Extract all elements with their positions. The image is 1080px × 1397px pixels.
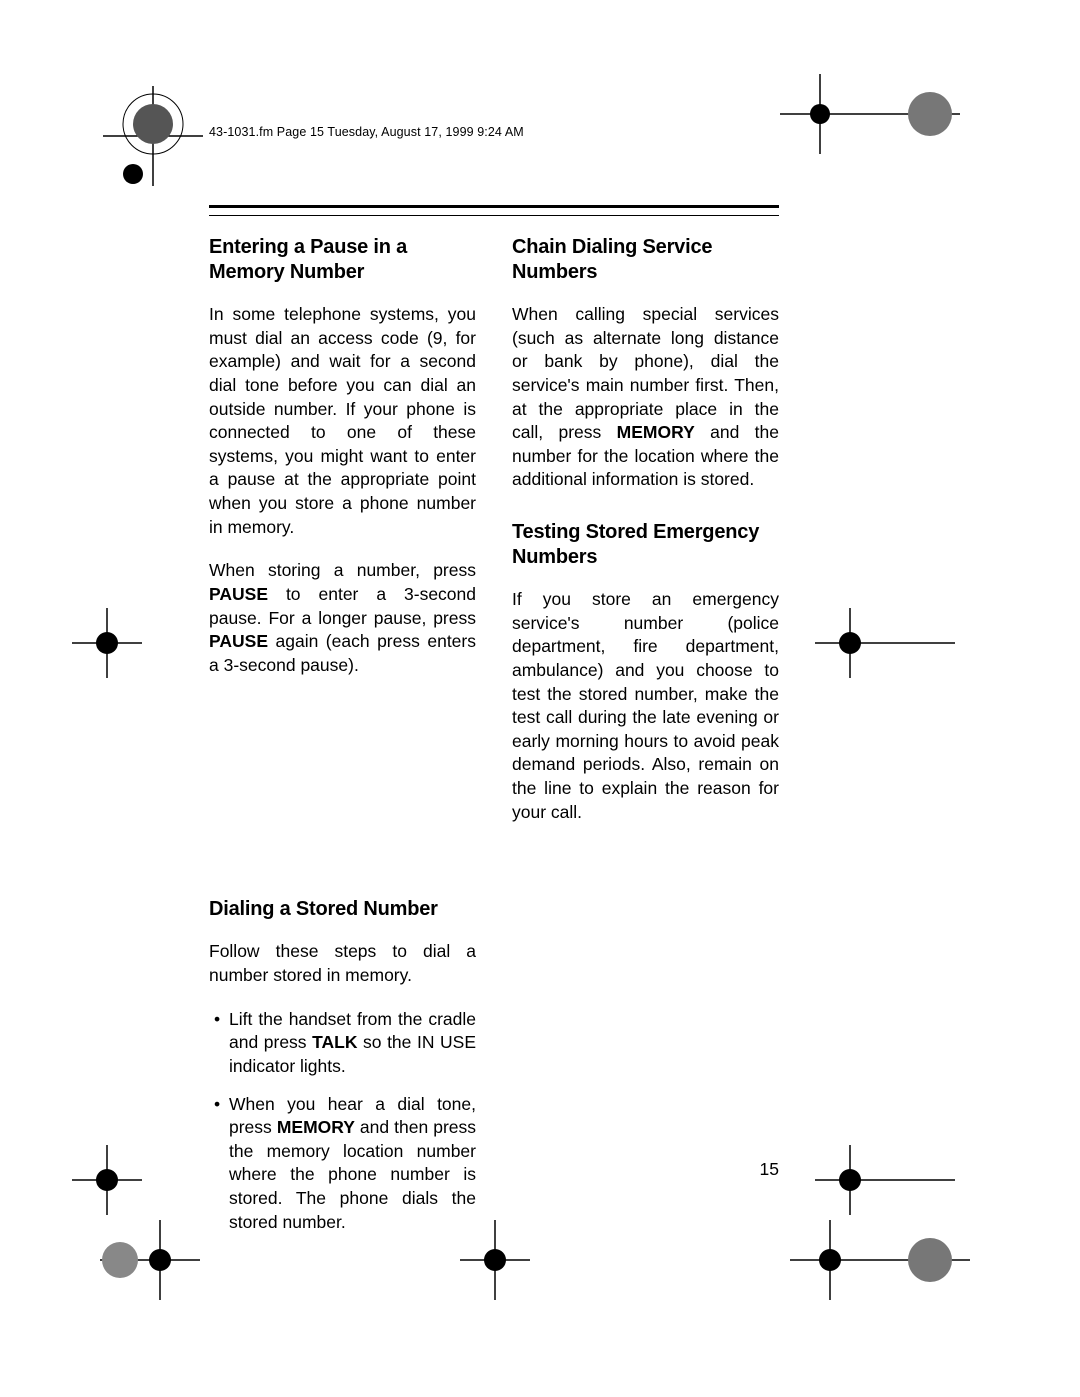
steps-list: Lift the handset from the cradle and pre… bbox=[209, 1008, 476, 1235]
spacer bbox=[209, 697, 476, 897]
button-label-pause: PAUSE bbox=[209, 631, 268, 651]
paragraph: When storing a number, press PAUSE to en… bbox=[209, 559, 476, 677]
paragraph: If you store an emergency service's numb… bbox=[512, 588, 779, 824]
content-columns: Entering a Pause in a Memory Number In s… bbox=[209, 235, 779, 1248]
list-item: When you hear a dial tone, press MEMORY … bbox=[229, 1093, 476, 1235]
heading-testing-emergency: Testing Stored Emergency Numbers bbox=[512, 520, 779, 570]
crop-mark-icon bbox=[103, 86, 203, 186]
paragraph: When calling special services (such as a… bbox=[512, 303, 779, 492]
crop-mark-icon bbox=[460, 1220, 530, 1300]
button-label-talk: TALK bbox=[312, 1032, 357, 1052]
crop-mark-icon bbox=[100, 1220, 200, 1300]
crop-mark-icon bbox=[72, 608, 142, 678]
top-rule bbox=[209, 205, 779, 216]
crop-mark-icon bbox=[72, 1145, 142, 1215]
heading-entering-pause: Entering a Pause in a Memory Number bbox=[209, 235, 476, 285]
paragraph: Follow these steps to dial a number stor… bbox=[209, 940, 476, 987]
crop-mark-icon bbox=[790, 1220, 970, 1300]
crop-mark-icon bbox=[815, 1145, 955, 1215]
heading-chain-dialing: Chain Dialing Service Numbers bbox=[512, 235, 779, 285]
paragraph: In some telephone systems, you must dial… bbox=[209, 303, 476, 539]
text: When storing a number, press bbox=[209, 560, 476, 580]
page-number: 15 bbox=[760, 1159, 779, 1180]
crop-mark-icon bbox=[780, 74, 960, 154]
button-label-memory: MEMORY bbox=[277, 1117, 355, 1137]
crop-mark-icon bbox=[815, 608, 955, 678]
right-column: Chain Dialing Service Numbers When calli… bbox=[512, 235, 779, 1248]
button-label-pause: PAUSE bbox=[209, 584, 268, 604]
manual-page: 43-1031.fm Page 15 Tuesday, August 17, 1… bbox=[0, 0, 1080, 1397]
list-item: Lift the handset from the cradle and pre… bbox=[229, 1008, 476, 1079]
heading-dialing-stored: Dialing a Stored Number bbox=[209, 897, 476, 922]
button-label-memory: MEMORY bbox=[617, 422, 695, 442]
left-column: Entering a Pause in a Memory Number In s… bbox=[209, 235, 476, 1248]
running-header: 43-1031.fm Page 15 Tuesday, August 17, 1… bbox=[209, 125, 524, 139]
